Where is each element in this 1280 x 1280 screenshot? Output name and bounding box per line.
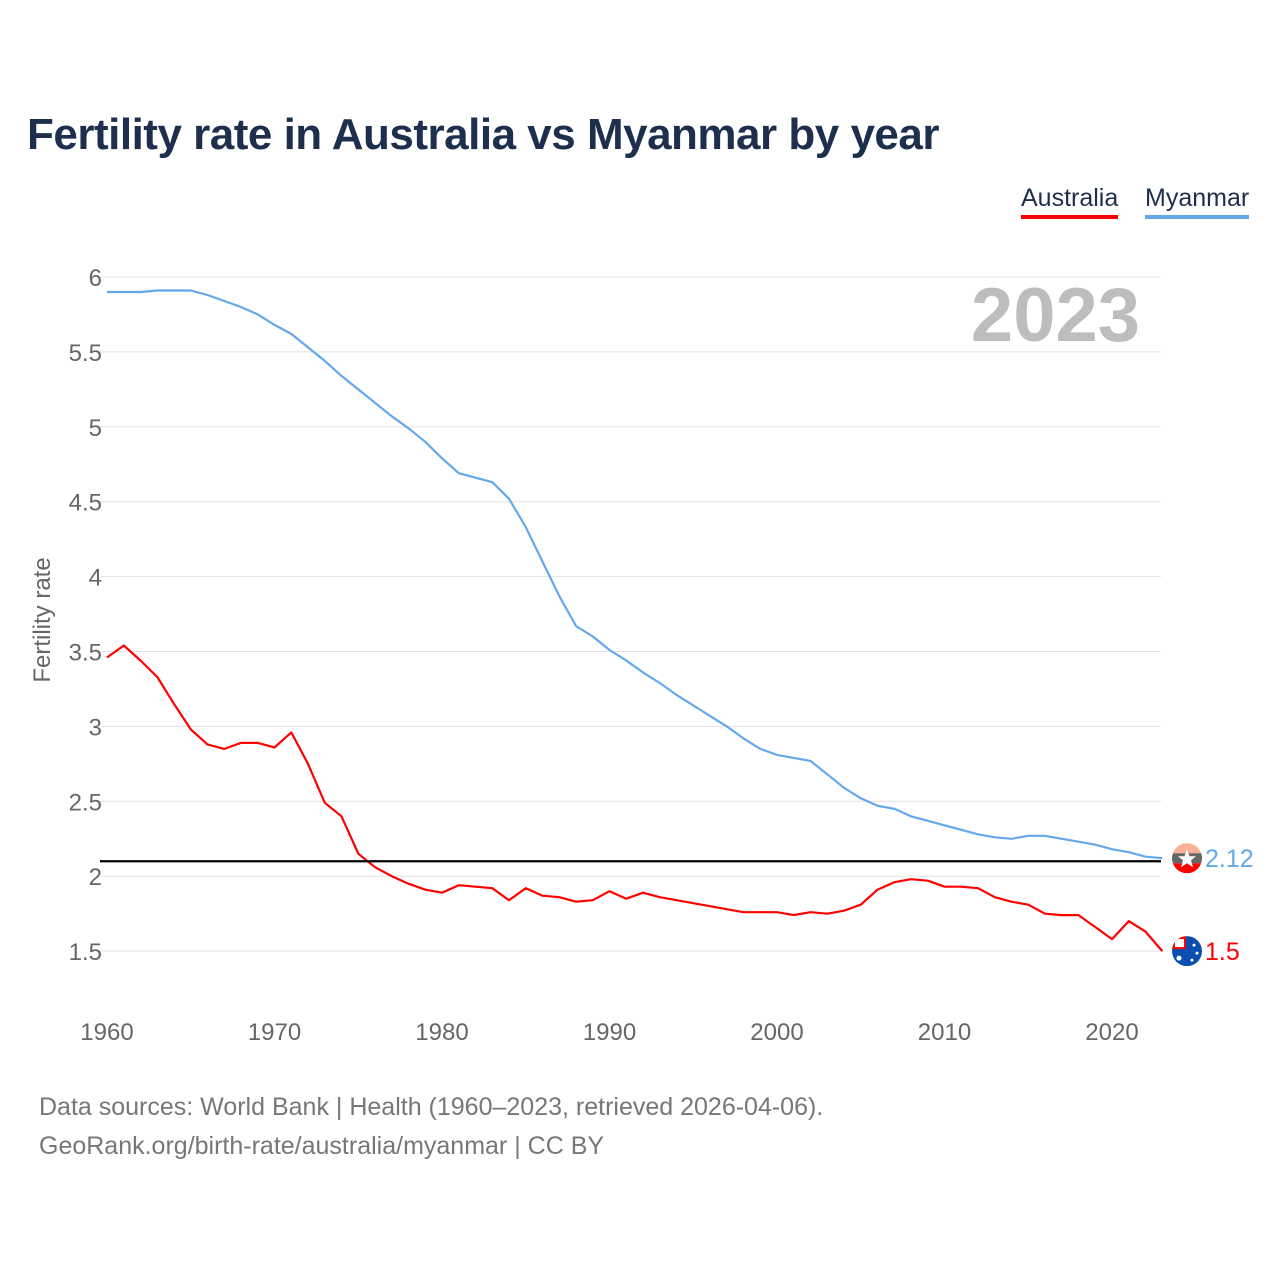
x-tick-label: 1990 xyxy=(583,1019,636,1046)
source-note: Data sources: World Bank | Health (1960–… xyxy=(39,1088,823,1166)
y-tick-label: 4 xyxy=(89,565,102,592)
y-tick-label: 6 xyxy=(89,265,102,292)
y-tick-label: 2 xyxy=(89,864,102,891)
year-watermark: 2023 xyxy=(971,273,1140,358)
end-value-label-myanmar: 2.12 xyxy=(1205,845,1254,873)
australia-flag-icon xyxy=(1172,936,1202,967)
x-tick-label: 2000 xyxy=(750,1019,803,1046)
source-line-2[interactable]: GeoRank.org/birth-rate/australia/myanmar… xyxy=(39,1132,605,1160)
end-value-label-australia: 1.5 xyxy=(1205,938,1240,966)
legend-myanmar[interactable]: Myanmar xyxy=(1145,184,1250,219)
series-line-myanmar xyxy=(107,289,1163,860)
legend-australia[interactable]: Australia xyxy=(1021,184,1119,219)
x-tick-label: 1970 xyxy=(248,1019,301,1046)
y-tick-label: 5.5 xyxy=(69,340,102,367)
x-tick-label: 1960 xyxy=(80,1019,133,1046)
x-tick-label: 2010 xyxy=(918,1019,971,1046)
source-line-1: Data sources: World Bank | Health (1960–… xyxy=(39,1093,824,1121)
series-line-australia xyxy=(106,644,1164,952)
y-tick-label: 1.5 xyxy=(69,939,102,966)
y-tick-label: 3.5 xyxy=(69,640,102,667)
y-tick-label: 2.5 xyxy=(69,789,102,816)
y-tick-label: 3 xyxy=(89,714,102,741)
line-chart: 1.5 2 2.5 3 3.5 4 4.5 5 5.5 6 1960 1970 1980 1990 2000… xyxy=(29,265,1254,1046)
x-tick-label: 2020 xyxy=(1085,1019,1138,1046)
y-tick-label: 4.5 xyxy=(69,490,102,517)
x-tick-label: 1980 xyxy=(415,1019,468,1046)
y-tick-label: 5 xyxy=(89,415,102,442)
myanmar-flag-icon xyxy=(1172,843,1202,874)
chart-title: Fertility rate in Australia vs Myanmar b… xyxy=(27,110,939,159)
y-axis-label: Fertility rate xyxy=(29,557,56,682)
